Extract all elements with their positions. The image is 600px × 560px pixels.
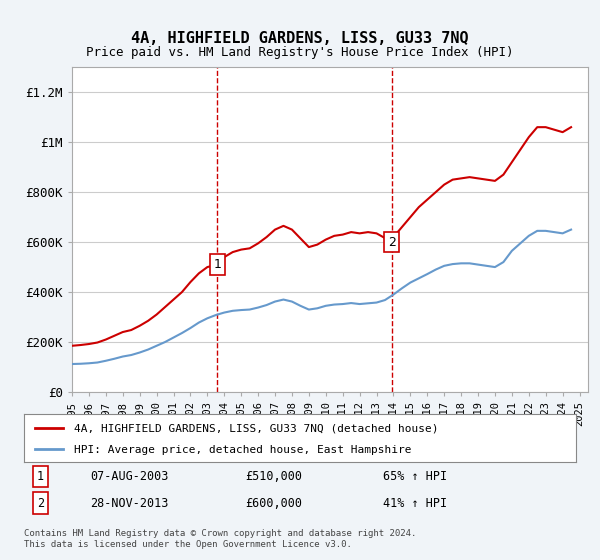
Text: Contains HM Land Registry data © Crown copyright and database right 2024.
This d: Contains HM Land Registry data © Crown c…: [24, 529, 416, 549]
Text: 2: 2: [388, 236, 395, 249]
Text: 4A, HIGHFIELD GARDENS, LISS, GU33 7NQ (detached house): 4A, HIGHFIELD GARDENS, LISS, GU33 7NQ (d…: [74, 424, 438, 433]
Text: 2: 2: [37, 497, 44, 510]
Text: 65% ↑ HPI: 65% ↑ HPI: [383, 470, 447, 483]
Text: 07-AUG-2003: 07-AUG-2003: [90, 470, 169, 483]
Text: 1: 1: [37, 470, 44, 483]
Text: £600,000: £600,000: [245, 497, 302, 510]
Text: 28-NOV-2013: 28-NOV-2013: [90, 497, 169, 510]
Text: HPI: Average price, detached house, East Hampshire: HPI: Average price, detached house, East…: [74, 445, 411, 455]
Text: Price paid vs. HM Land Registry's House Price Index (HPI): Price paid vs. HM Land Registry's House …: [86, 46, 514, 59]
Text: 4A, HIGHFIELD GARDENS, LISS, GU33 7NQ: 4A, HIGHFIELD GARDENS, LISS, GU33 7NQ: [131, 31, 469, 46]
Text: 1: 1: [214, 258, 221, 271]
Text: £510,000: £510,000: [245, 470, 302, 483]
Text: 41% ↑ HPI: 41% ↑ HPI: [383, 497, 447, 510]
